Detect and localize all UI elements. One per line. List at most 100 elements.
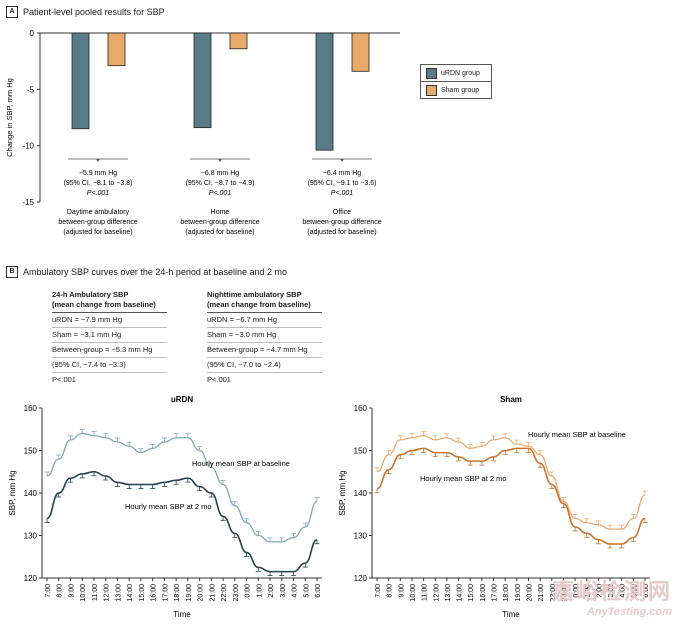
- line-x-tick-label: 21:00: [538, 584, 545, 602]
- stats-24h-row: Between-group = −5.3 mm Hg: [52, 343, 167, 358]
- stats-24h: 24-h Ambulatory SBP (mean change from ba…: [52, 290, 167, 387]
- bracket-marker: [218, 159, 222, 162]
- line-x-tick-label: 9:00: [398, 584, 405, 598]
- line-x-tick-label: 13:00: [445, 584, 452, 602]
- bar-urdn: [71, 32, 90, 130]
- line-x-axis-label: Time: [502, 610, 520, 619]
- line-x-tick-label: 23:00: [233, 584, 240, 602]
- line-x-tick-label: 13:00: [115, 584, 122, 602]
- line-y-axis-label: SBP, mm Hg: [8, 470, 17, 515]
- bar-annotation: P<.001: [87, 190, 109, 197]
- bar-y-axis-label: Change in SBP, mm Hg: [5, 78, 14, 157]
- line-x-tick-label: 7:00: [45, 584, 52, 598]
- line-x-tick-label: 0:00: [245, 584, 252, 598]
- stats-24h-title-line: (mean change from baseline): [52, 300, 156, 309]
- line-x-tick-label: 21:00: [209, 584, 216, 602]
- line-x-tick-label: 9:00: [68, 584, 75, 598]
- line-x-tick-label: 12:00: [433, 584, 440, 602]
- bar-annotation: (95% CI, −8.1 to −3.8): [64, 180, 133, 187]
- stats-night-title: Nighttime ambulatory SBP (mean change fr…: [207, 290, 322, 313]
- stats-nighttime: Nighttime ambulatory SBP (mean change fr…: [207, 290, 322, 387]
- panel-a-header: A Patient-level pooled results for SBP: [6, 6, 165, 18]
- line-x-tick-label: 2:00: [596, 584, 603, 598]
- line-x-tick-label: 19:00: [515, 584, 522, 602]
- bar-annotation: P<.001: [331, 190, 353, 197]
- bar-annotation: −6.4 mm Hg: [323, 170, 361, 177]
- line-x-tick-label: 20:00: [198, 584, 205, 602]
- line-chart-title: Sham: [500, 395, 522, 404]
- legend-item-sham: Sham group: [420, 81, 492, 99]
- line-x-tick-label: 3:00: [280, 584, 287, 598]
- bar-urdn: [315, 32, 334, 151]
- line-x-tick-label: 17:00: [492, 584, 499, 602]
- baseline-series-line: [46, 432, 318, 543]
- line-y-tick-label: 130: [354, 532, 368, 541]
- line-y-tick-label: 120: [24, 574, 38, 583]
- bar-sham: [229, 32, 248, 50]
- line-x-tick-label: 6:00: [315, 584, 322, 598]
- line-x-tick-label: 2:00: [268, 584, 275, 598]
- bar-category-label: Daytime ambulatory: [67, 209, 130, 216]
- line-y-tick-label: 130: [24, 532, 38, 541]
- stats-night-row: Between-group = −4.7 mm Hg: [207, 343, 322, 358]
- bracket-marker: [96, 159, 100, 162]
- series-label-2mo: Hourly mean SBP at 2 mo: [420, 474, 507, 483]
- line-y-tick-label: 160: [24, 404, 38, 413]
- line-x-tick-label: 11:00: [422, 584, 429, 601]
- bar-category-label: between-group difference: [302, 219, 381, 226]
- bar-annotation: P<.001: [209, 190, 231, 197]
- line-x-tick-label: 4:00: [620, 584, 627, 598]
- line-x-tick-label: 10:00: [80, 584, 87, 602]
- line-x-tick-label: 1:00: [585, 584, 592, 598]
- line-x-tick-label: 8:00: [387, 584, 394, 598]
- stats-24h-title-line: 24-h Ambulatory SBP: [52, 290, 129, 299]
- line-x-tick-label: 18:00: [503, 584, 510, 602]
- line-x-tick-label: 16:00: [480, 584, 487, 602]
- line-x-tick-label: 15:00: [468, 584, 475, 602]
- line-x-tick-label: 4:00: [292, 584, 299, 598]
- bar-category-label: between-group difference: [180, 219, 259, 226]
- line-x-axis-label: Time: [173, 610, 191, 619]
- watermark-cn: 嘉峪检测网: [551, 579, 672, 604]
- watermark: 嘉峪检测网 AnyTesting.com: [552, 574, 672, 618]
- bar-y-tick-label: -15: [22, 198, 34, 207]
- bar-y-tick-label: 0: [30, 29, 35, 38]
- bar-category-label: (adjusted for baseline): [63, 229, 132, 236]
- line-x-tick-label: 22:00: [550, 584, 557, 602]
- bar-category-label: (adjusted for baseline): [185, 229, 254, 236]
- bar-y-tick-label: -5: [27, 85, 35, 94]
- bar-category-label: (adjusted for baseline): [307, 229, 376, 236]
- panel-b-tag: B: [6, 266, 18, 278]
- line-x-tick-label: 5:00: [303, 584, 310, 598]
- line-x-tick-label: 14:00: [457, 584, 464, 602]
- stats-night-row: uRDN = −6.7 mm Hg: [207, 313, 322, 328]
- line-x-tick-label: 6:00: [643, 584, 650, 598]
- bar-sham: [351, 32, 370, 72]
- bar-sham: [107, 32, 126, 67]
- bar-category-label: Office: [333, 209, 351, 216]
- stats-night-title-line: (mean change from baseline): [207, 300, 311, 309]
- legend-label-urdn: uRDN group: [441, 69, 480, 77]
- line-x-tick-label: 14:00: [127, 584, 134, 602]
- line-x-tick-label: 18:00: [174, 584, 181, 602]
- bar-y-tick-label: -10: [22, 142, 34, 151]
- panel-b-header: B Ambulatory SBP curves over the 24-h pe…: [6, 266, 287, 278]
- line-x-tick-label: 22:00: [221, 584, 228, 602]
- stats-24h-row: Sham = −3.1 mm Hg: [52, 328, 167, 343]
- two-month-series-line: [46, 470, 318, 573]
- line-x-tick-label: 0:00: [573, 584, 580, 598]
- line-x-tick-label: 23:00: [561, 584, 568, 602]
- line-x-tick-label: 20:00: [526, 584, 533, 602]
- legend-swatch-sham: [426, 84, 437, 96]
- series-label-baseline: Hourly mean SBP at baseline: [192, 459, 290, 468]
- panel-a-tag: A: [6, 6, 18, 18]
- line-y-axis-label: SBP, mm Hg: [338, 470, 347, 515]
- stats-24h-row: uRDN = −7.9 mm Hg: [52, 313, 167, 328]
- series-label-2mo: Hourly mean SBP at 2 mo: [125, 502, 212, 511]
- two-month-series-line: [376, 447, 646, 545]
- bar-category-label: between-group difference: [58, 219, 137, 226]
- line-x-tick-label: 11:00: [92, 584, 99, 601]
- stats-24h-row: P<.001: [52, 375, 76, 384]
- series-label-baseline: Hourly mean SBP at baseline: [528, 430, 626, 439]
